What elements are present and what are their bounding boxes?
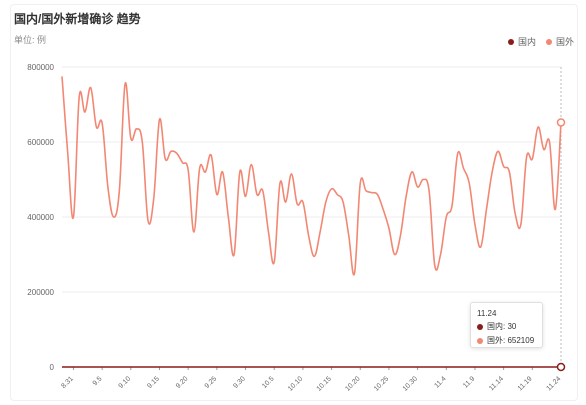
x-tick-label: 10.30 [402,375,419,392]
tooltip-row-domestic: 国内: 30 [477,321,536,332]
legend-item-domestic[interactable]: 国内 [507,35,536,48]
y-tick-label: 400000 [27,213,54,222]
x-tick-label: 10.25 [373,375,390,392]
tooltip-row-foreign: 国外: 652109 [477,335,536,346]
x-tick-label: 9.15 [146,375,161,390]
legend-label-domestic: 国内 [517,37,536,47]
x-tick-label: 9.10 [118,375,133,390]
x-tick-label: 10.15 [316,375,333,392]
x-tick-label: 9.25 [204,375,219,390]
hover-point-domestic [556,362,566,372]
tooltip: 11.24 国内: 30 国外: 652109 [470,302,543,348]
x-tick-label: 11.9 [462,375,476,389]
legend: 国内 国外 [507,35,574,48]
tooltip-value-foreign: 国外: 652109 [487,336,535,345]
x-tick-label: 11.24 [545,375,562,392]
x-tick-label: 9.30 [232,375,247,390]
hover-point-foreign [556,118,566,127]
tooltip-dot-foreign [477,337,483,344]
legend-dot-domestic [507,38,514,45]
x-tick-label: 8.31 [60,375,75,390]
y-tick-label: 200000 [27,288,54,297]
x-tick-label: 10.5 [261,375,276,390]
x-tick-label: 10.20 [344,375,361,392]
y-tick-label: 600000 [27,138,54,147]
x-tick-label: 11.4 [433,375,447,389]
x-tick-label: 11.14 [488,375,505,392]
legend-label-foreign: 国外 [555,37,574,47]
tooltip-date: 11.24 [477,309,497,318]
legend-dot-foreign [545,38,552,45]
x-tick-label: 9.5 [92,375,104,387]
series-line-foreign [61,76,562,276]
x-tick-label: 9.20 [175,375,190,390]
tooltip-value-domestic: 国内: 30 [487,322,517,331]
legend-item-foreign[interactable]: 国外 [545,35,574,48]
chart-title: 国内/国外新增确诊 趋势 [14,12,141,26]
x-tick-label: 11.19 [517,375,534,392]
y-tick-label: 0 [50,363,55,372]
x-tick-label: 10.10 [287,375,304,392]
tooltip-dot-domestic [477,323,483,330]
y-tick-label: 800000 [27,63,54,72]
unit-label: 单位: 例 [14,35,47,45]
